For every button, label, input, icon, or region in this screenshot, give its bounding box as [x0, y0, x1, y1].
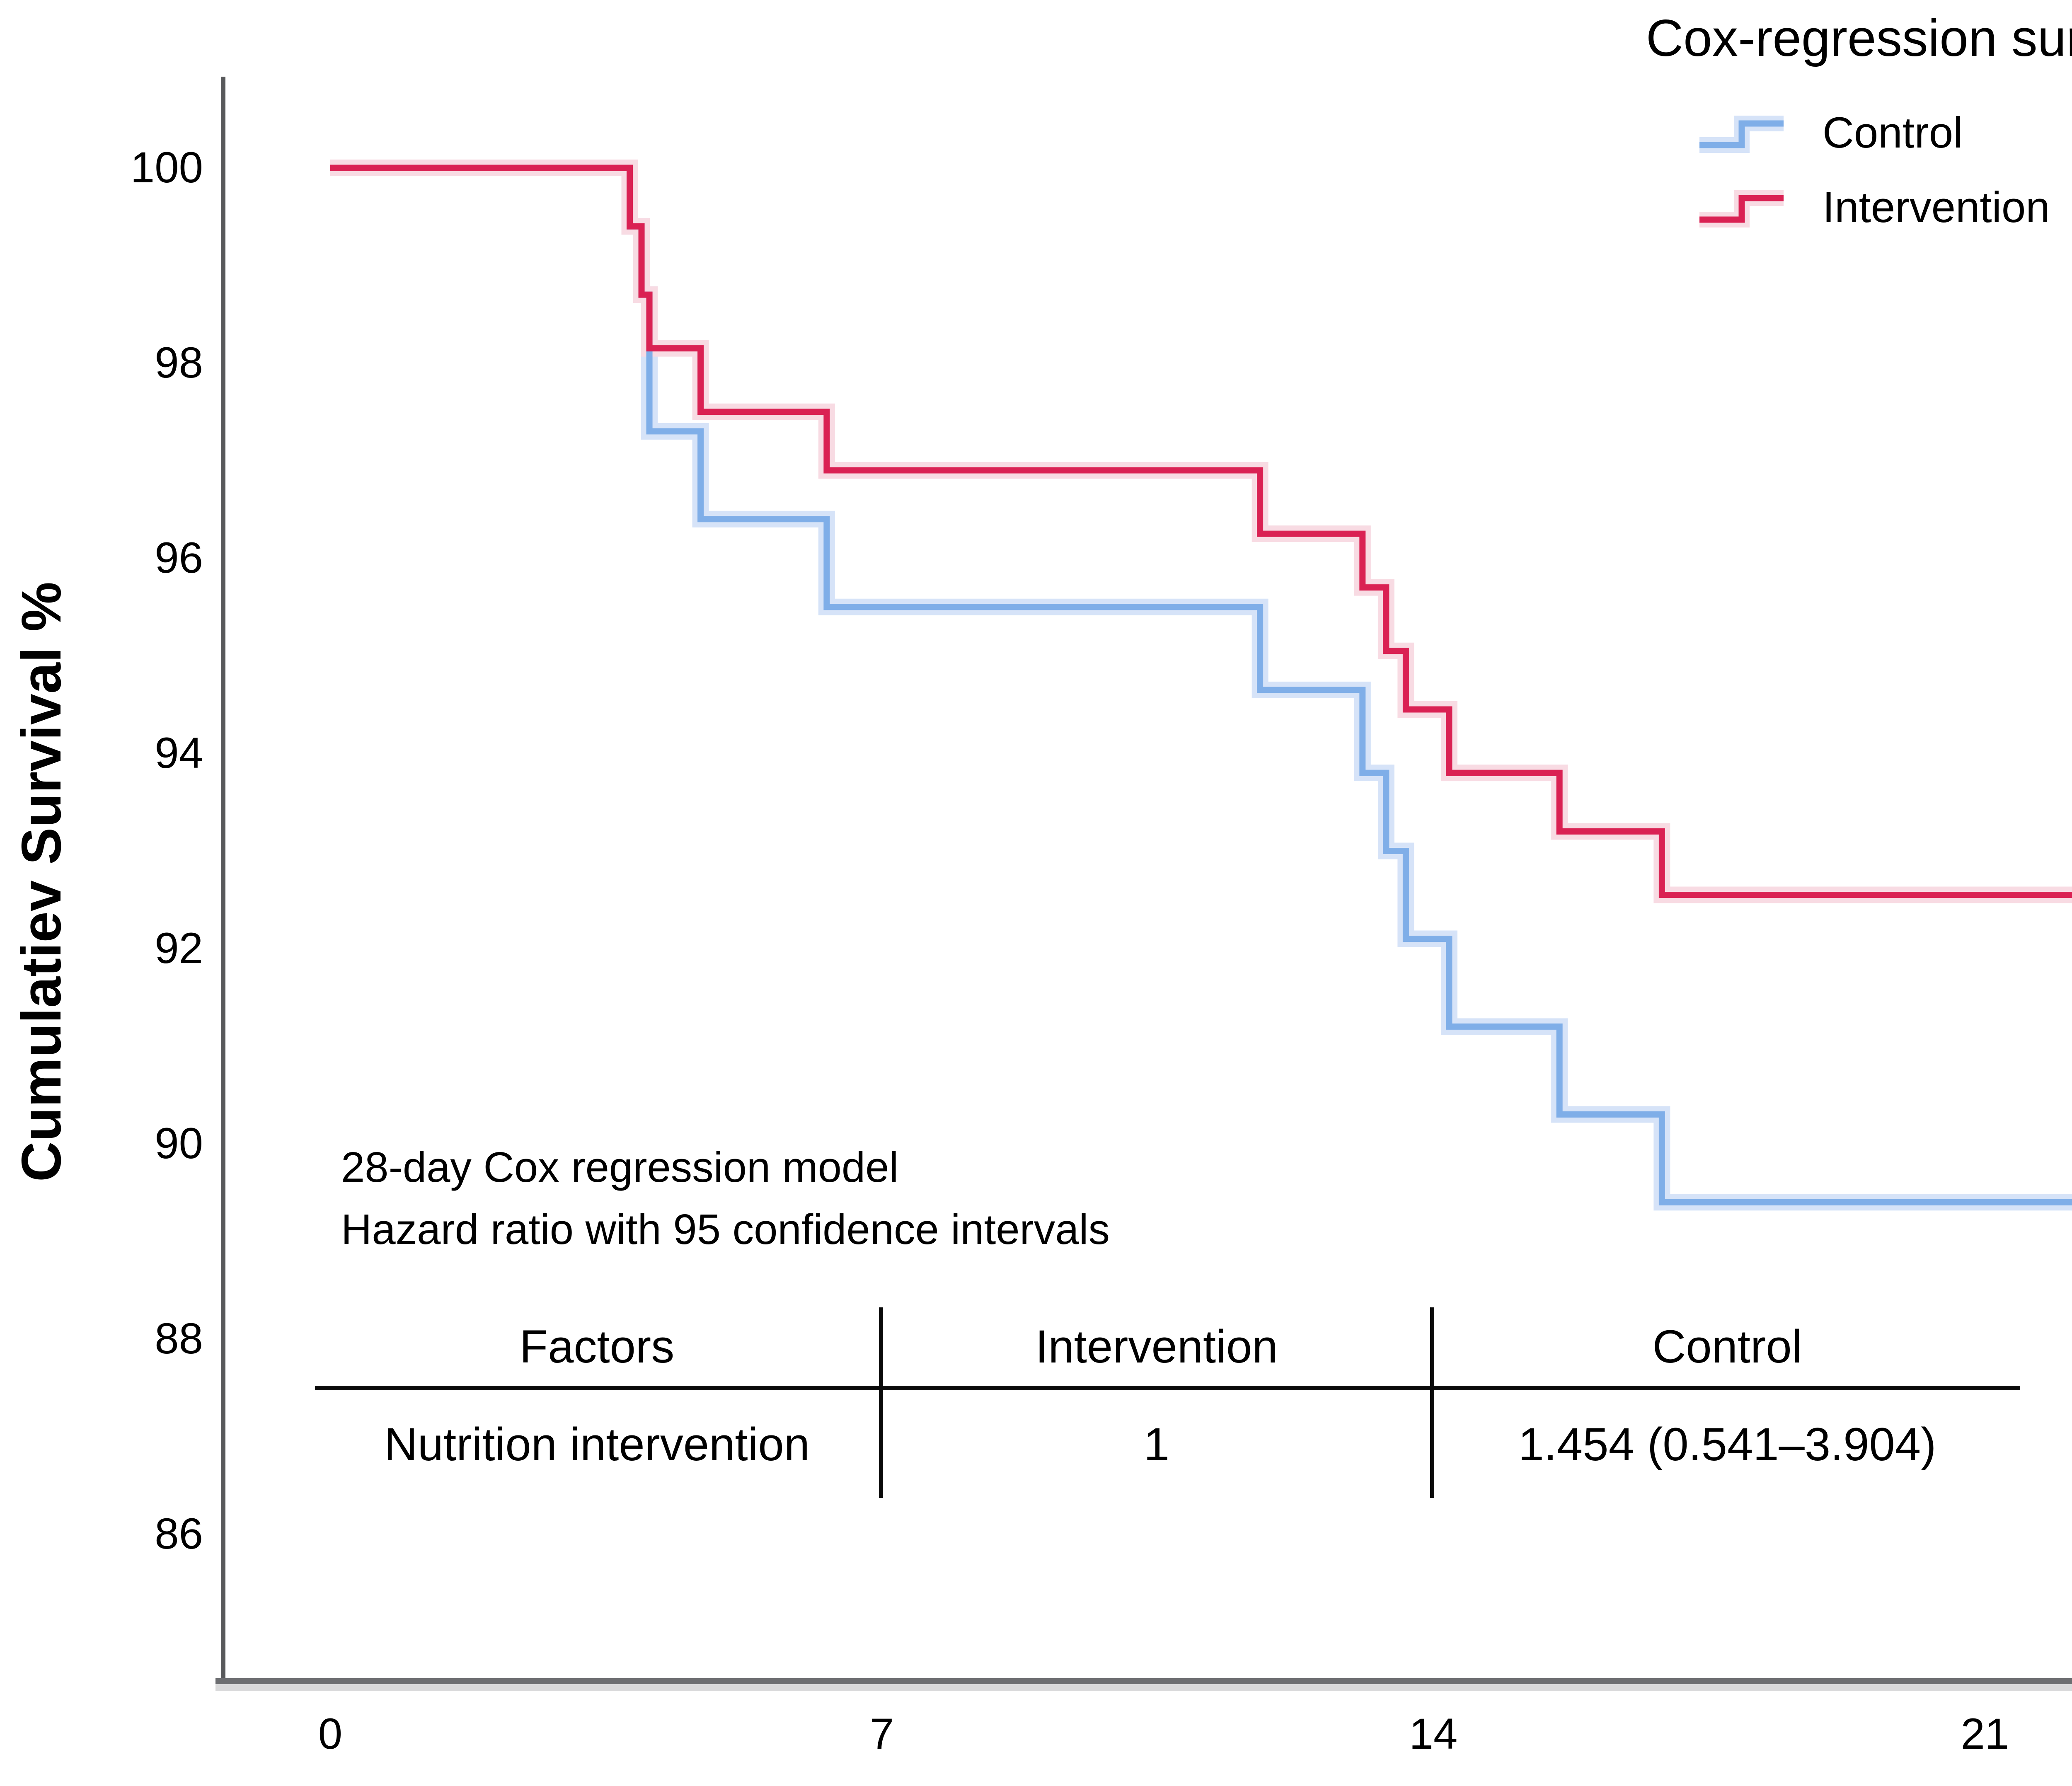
x-axis-line	[215, 1678, 2072, 1684]
y-tick-label: 98	[155, 339, 203, 387]
table-header-control: Control	[1434, 1307, 2020, 1390]
y-tick-label: 100	[130, 143, 203, 192]
y-tick-label: 92	[155, 924, 203, 973]
control-step-icon	[1699, 116, 1784, 153]
annotation-line-2: Hazard ratio with 95 confidence interval…	[341, 1205, 1110, 1253]
y-axis-title: Cumulatiev Survival %	[10, 581, 73, 1182]
table-header-intervention: Intervention	[883, 1307, 1434, 1390]
chart-title: Cox-regression survival curve	[1646, 10, 2072, 67]
y-tick-label: 90	[155, 1119, 203, 1168]
table-cell-factor: Nutrition intervention	[315, 1390, 883, 1498]
hazard-ratio-table: Factors Intervention Control Nutrition i…	[315, 1307, 2020, 1498]
table-header-factors: Factors	[315, 1307, 883, 1390]
table-cell-intervention-hr: 1	[883, 1390, 1434, 1498]
x-tick-label: 14	[1409, 1710, 1458, 1758]
annotation-line-1: 28-day Cox regression model	[341, 1143, 899, 1191]
legend-label-control: Control	[1823, 108, 1963, 157]
legend-item-control: Control	[1697, 107, 2050, 159]
y-tick-label: 88	[155, 1314, 203, 1363]
x-tick-label: 7	[869, 1710, 894, 1758]
x-tick-label: 21	[1961, 1710, 2009, 1758]
x-axis-shadow	[215, 1684, 2072, 1691]
intervention-curve-halo	[330, 160, 2072, 903]
model-annotation: 28-day Cox regression model Hazard ratio…	[341, 1136, 1110, 1261]
legend: Control Intervention	[1697, 107, 2050, 233]
y-tick-label: 96	[155, 534, 203, 582]
y-axis-line	[221, 77, 225, 1684]
intervention-step-icon	[1699, 190, 1784, 227]
x-tick-label: 0	[318, 1710, 343, 1758]
legend-item-intervention: Intervention	[1697, 182, 2050, 233]
y-tick-label: 94	[155, 729, 203, 777]
y-tick-label: 86	[155, 1510, 203, 1558]
table-cell-control-hr: 1.454 (0.541–3.904)	[1518, 1418, 1936, 1470]
intervention-curve	[330, 165, 2072, 898]
legend-label-intervention: Intervention	[1823, 183, 2050, 232]
